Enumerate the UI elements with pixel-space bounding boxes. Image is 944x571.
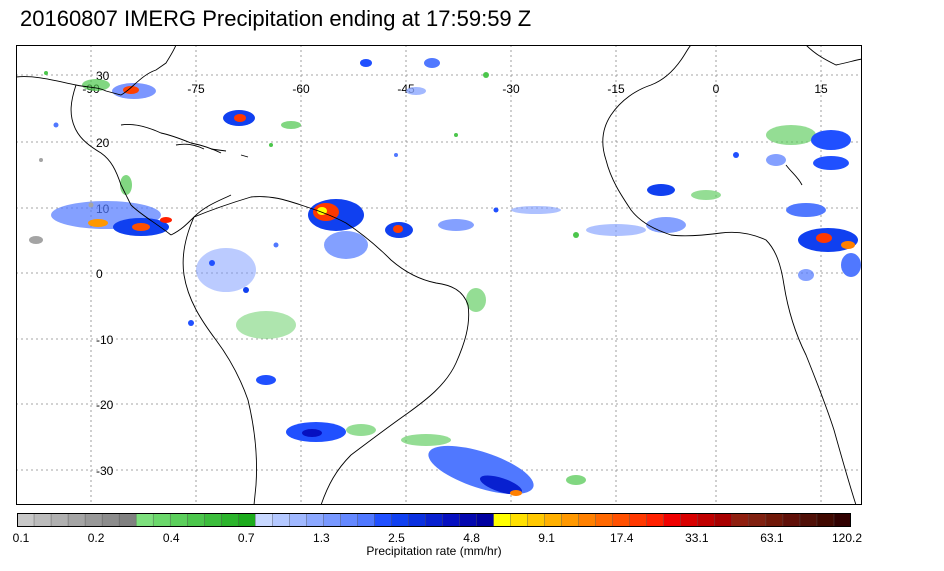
latitude-label: -30 — [96, 464, 114, 478]
colorbar-swatch — [101, 513, 120, 527]
colorbar-tick-label: 0.1 — [12, 531, 30, 545]
colorbar-swatch — [204, 513, 222, 527]
colorbar-swatch — [748, 513, 767, 527]
colorbar-tick-label: 1.3 — [313, 531, 330, 545]
colorbar-label: Precipitation rate (mm/hr) — [366, 544, 502, 558]
colorbar-swatch — [238, 513, 256, 527]
colorbar-tick-label: 0.4 — [162, 531, 180, 545]
longitude-label: 0 — [713, 82, 720, 96]
colorbar-swatch — [493, 513, 512, 527]
precipitation-map: -90-75-60-45-30-150153020100-10-20-30 — [16, 45, 862, 505]
colorbar-swatch — [595, 513, 614, 527]
colorbar-swatch — [255, 513, 273, 527]
colorbar-swatch — [544, 513, 563, 527]
colorbar-swatch — [510, 513, 529, 527]
colorbar-swatch — [612, 513, 631, 527]
colorbar-frame — [17, 513, 851, 527]
latitude-label: 20 — [96, 136, 110, 150]
latitude-label: -10 — [96, 333, 114, 347]
colorbar-swatch — [289, 513, 307, 527]
colorbar-tick-label: 120.2 — [831, 531, 863, 545]
colorbar-swatch — [221, 513, 239, 527]
colorbar-swatch — [340, 513, 358, 527]
colorbar-swatch — [442, 513, 461, 527]
colorbar-swatch — [646, 513, 665, 527]
colorbar-tick-label: 0.7 — [237, 531, 255, 545]
longitude-label: -30 — [502, 82, 520, 96]
graticule: -90-75-60-45-30-150153020100-10-20-30 — [16, 45, 862, 505]
colorbar-swatch — [833, 513, 851, 527]
colorbar-swatch — [67, 513, 86, 527]
colorbar-swatch — [561, 513, 580, 527]
colorbar-tick-label: 0.2 — [87, 531, 105, 545]
longitude-label: -75 — [187, 82, 205, 96]
colorbar-swatch — [118, 513, 137, 527]
longitude-label: -15 — [607, 82, 625, 96]
colorbar-swatch — [697, 513, 716, 527]
colorbar — [17, 513, 851, 527]
colorbar-tick-label: 33.1 — [685, 531, 709, 545]
colorbar-swatch — [272, 513, 290, 527]
colorbar-swatch — [357, 513, 375, 527]
precipitation-field — [29, 58, 861, 496]
colorbar-tick-label: 63.1 — [760, 531, 784, 545]
colorbar-swatch — [84, 513, 103, 527]
longitude-label: 15 — [814, 82, 828, 96]
latitude-label: -20 — [96, 398, 114, 412]
colorbar-swatch — [714, 513, 733, 527]
colorbar-swatch — [50, 513, 69, 527]
colorbar-swatch — [816, 513, 835, 527]
colorbar-swatch — [578, 513, 597, 527]
colorbar-swatch — [425, 513, 444, 527]
colorbar-swatch — [306, 513, 324, 527]
map-title: 20160807 IMERG Precipitation ending at 1… — [20, 6, 532, 31]
colorbar-swatch — [799, 513, 818, 527]
colorbar-swatch — [527, 513, 546, 527]
colorbar-swatch — [629, 513, 648, 527]
colorbar-tick-label: 9.1 — [538, 531, 555, 545]
colorbar-swatch — [408, 513, 426, 527]
colorbar-swatch — [33, 513, 52, 527]
colorbar-swatch — [680, 513, 699, 527]
colorbar-swatch — [476, 513, 495, 527]
coastlines — [16, 45, 862, 505]
colorbar-swatch — [663, 513, 682, 527]
colorbar-tick-label: 17.4 — [610, 531, 634, 545]
map-frame — [16, 45, 862, 505]
colorbar-tick-label: 2.5 — [388, 531, 405, 545]
colorbar-swatch — [186, 513, 205, 527]
colorbar-swatch — [374, 513, 392, 527]
colorbar-swatch — [323, 513, 341, 527]
colorbar-swatch — [17, 513, 35, 527]
colorbar-swatch — [731, 513, 750, 527]
colorbar-tick-label: 4.8 — [463, 531, 480, 545]
colorbar-swatch — [169, 513, 188, 527]
colorbar-swatch — [765, 513, 784, 527]
colorbar-swatch — [459, 513, 478, 527]
colorbar-swatch — [135, 513, 154, 527]
colorbar-swatch — [782, 513, 801, 527]
colorbar-swatch — [391, 513, 409, 527]
colorbar-swatch — [152, 513, 171, 527]
longitude-label: -60 — [292, 82, 310, 96]
latitude-label: 0 — [96, 267, 103, 281]
